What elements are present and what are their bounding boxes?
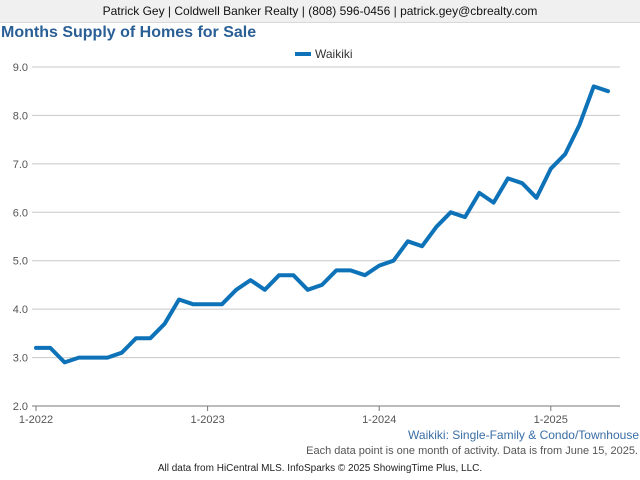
legend-label: Waikiki — [315, 47, 353, 61]
y-tick-label: 3.0 — [13, 353, 28, 365]
y-tick-label: 9.0 — [13, 62, 28, 74]
x-tick-label: 1-2024 — [362, 414, 396, 424]
y-tick-label: 8.0 — [13, 110, 28, 122]
x-tick-label: 1-2022 — [19, 414, 53, 424]
contact-line: Patrick Gey | Coldwell Banker Realty | (… — [102, 4, 538, 18]
y-tick-label: 5.0 — [13, 256, 28, 268]
y-tick-label: 7.0 — [13, 159, 28, 171]
y-tick-label: 4.0 — [13, 304, 28, 316]
chart-title: Months Supply of Homes for Sale — [1, 24, 257, 41]
data-footnote: Each data point is one month of activity… — [306, 445, 638, 457]
y-tick-label: 6.0 — [13, 207, 28, 219]
source-credit: All data from HiCentral MLS. InfoSparks … — [157, 463, 483, 474]
y-tick-label: 2.0 — [13, 401, 28, 413]
series-line-waikiki — [34, 84, 610, 365]
x-tick-label: 1-2023 — [190, 414, 224, 424]
contact-header: Patrick Gey | Coldwell Banker Realty | (… — [0, 0, 640, 23]
x-tick-label: 1-2025 — [534, 414, 568, 424]
chart-subtitle: Waikiki: Single-Family & Condo/Townhouse — [408, 428, 639, 442]
line-chart: 2.0 3.0 4.0 5.0 6.0 7.0 8.0 9.0 1-2022 1-2023 1-20… — [13, 47, 620, 424]
